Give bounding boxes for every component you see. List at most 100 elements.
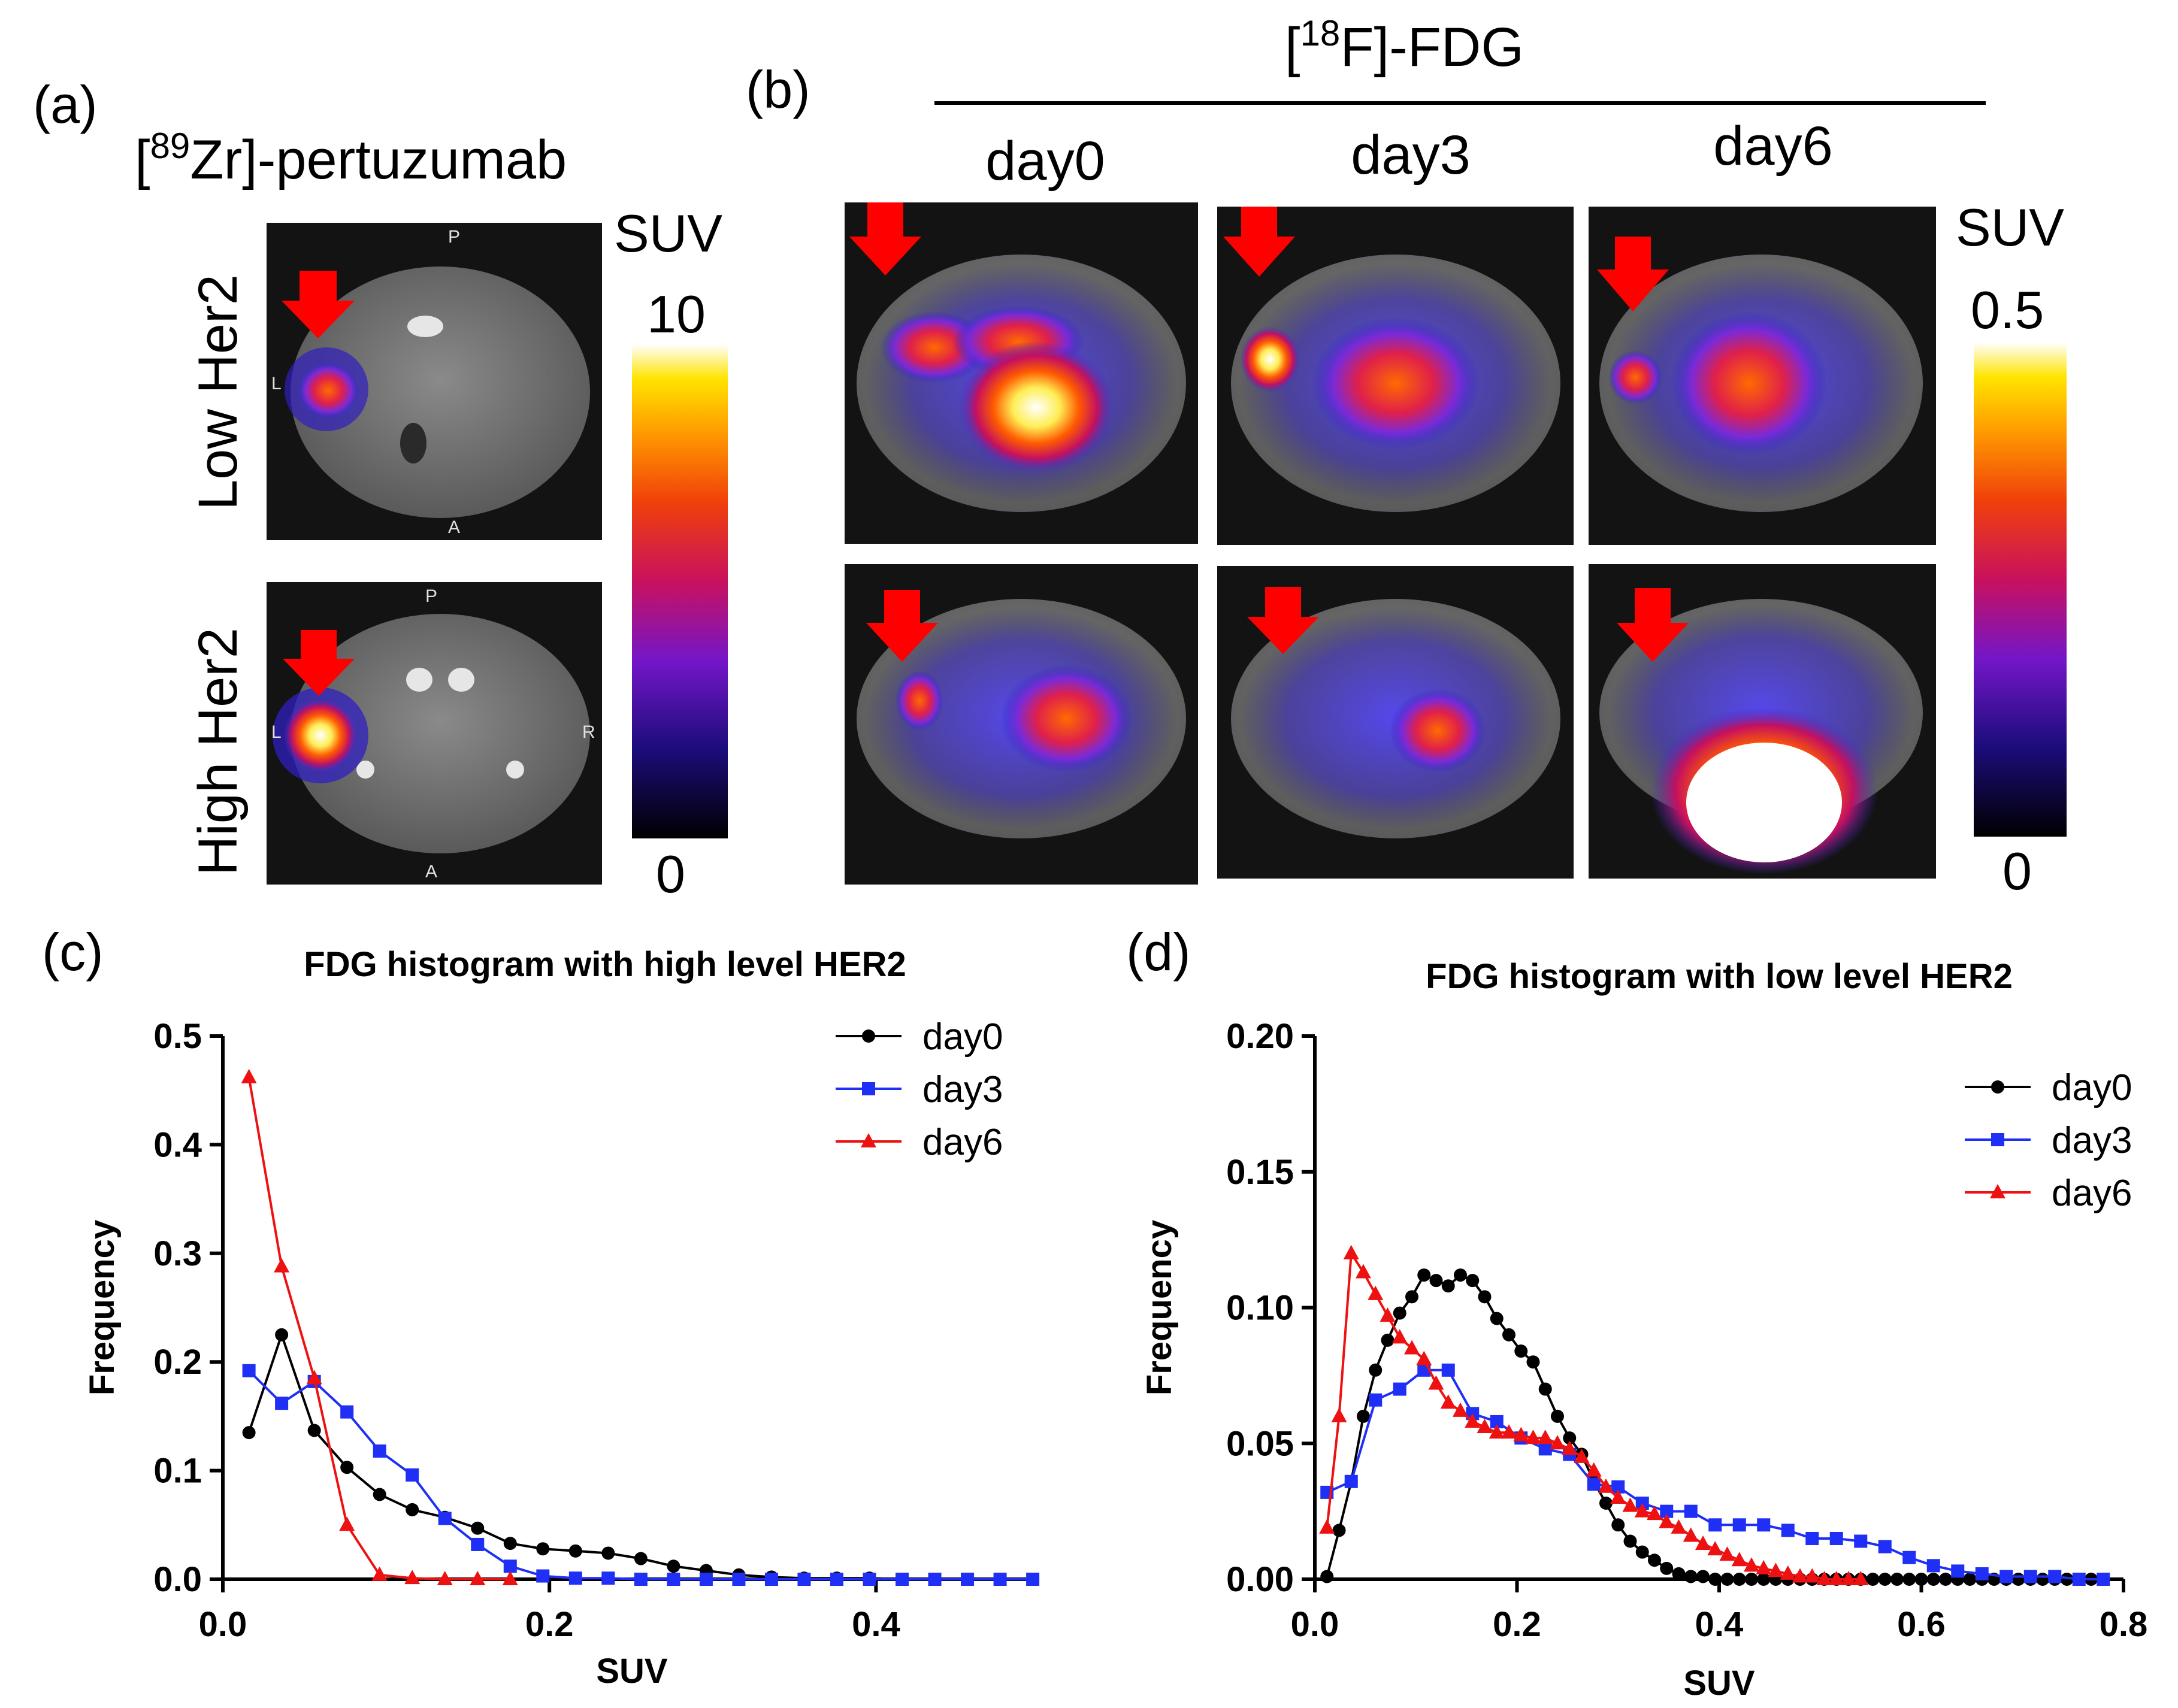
legend-entry-day0: day0 <box>1965 1067 2132 1109</box>
data-point <box>1999 1570 2013 1583</box>
data-point <box>340 1405 354 1419</box>
x-tick-label: 0.6 <box>1897 1605 1946 1644</box>
data-point <box>1841 1571 1856 1585</box>
row-label-low-her2: Low Her2 <box>187 274 249 510</box>
chart-title: FDG histogram with high level HER2 <box>304 945 906 984</box>
data-point <box>2023 1570 2037 1583</box>
data-point <box>1828 1571 1844 1585</box>
data-point <box>1890 1573 1904 1586</box>
data-point <box>667 1559 680 1573</box>
data-point <box>274 1258 290 1273</box>
legend-marker <box>862 1082 875 1095</box>
series-line-day0 <box>1326 1273 2104 1580</box>
data-point <box>1756 1559 1772 1574</box>
y-tick-label: 0.15 <box>1226 1153 1294 1192</box>
legend-entry-day0: day0 <box>836 1016 1003 1058</box>
y-axis-label: Frequency <box>83 1220 122 1395</box>
data-point <box>406 1468 419 1482</box>
arrow-icon <box>849 202 921 275</box>
y-tick-label: 0.3 <box>153 1234 202 1273</box>
data-point <box>1914 1573 1928 1586</box>
data-point <box>339 1516 355 1531</box>
data-point <box>1551 1409 1564 1423</box>
x-tick-label: 0.2 <box>1493 1605 1541 1644</box>
data-point <box>634 1552 648 1565</box>
data-point <box>1441 1363 1455 1377</box>
chart-low-her2: FDG histogram with low level HER2 0.00 0.0… <box>1140 957 2147 1703</box>
legend-marker <box>1991 1133 2004 1146</box>
chart-title: FDG histogram with low level HER2 <box>1426 957 2013 996</box>
data-point <box>404 1570 421 1585</box>
data-point <box>1623 1534 1637 1548</box>
orientation-a: A <box>448 517 460 537</box>
data-point <box>1344 1474 1358 1488</box>
data-point <box>1732 1573 1746 1586</box>
data-point <box>1490 1312 1504 1325</box>
data-point <box>1501 1424 1517 1439</box>
column-label-day0: day0 <box>985 131 1105 192</box>
data-point <box>1611 1480 1625 1494</box>
panel-b: (b) [18F]-FDG day0 day3 day6 <box>746 13 2067 901</box>
y-tick-label: 0.0 <box>153 1560 202 1599</box>
data-point <box>1731 1552 1747 1567</box>
data-point <box>502 1571 518 1585</box>
data-point <box>1622 1497 1638 1512</box>
orientation-r: R <box>582 722 595 742</box>
data-point <box>1647 1506 1662 1521</box>
pet-image-b-day6-low <box>1589 207 1936 545</box>
data-point <box>1563 1431 1577 1445</box>
legend-marker <box>1991 1080 2004 1094</box>
data-point <box>1538 1382 1552 1396</box>
series-day3 <box>1320 1363 2110 1586</box>
data-point <box>1477 1419 1493 1434</box>
data-point <box>1599 1497 1613 1510</box>
data-point <box>1478 1290 1492 1304</box>
data-point <box>1417 1268 1431 1282</box>
colorbar-a-title: SUV <box>614 204 722 263</box>
data-point <box>1453 1402 1468 1417</box>
data-point <box>1732 1518 1746 1532</box>
data-point <box>1513 1427 1529 1441</box>
data-point <box>275 1397 289 1410</box>
data-point <box>2097 1573 2110 1586</box>
data-point <box>1343 1244 1359 1259</box>
y-tick-label: 0.5 <box>153 1017 202 1056</box>
legend-label: day3 <box>2052 1120 2132 1161</box>
data-point <box>242 1426 256 1440</box>
data-point <box>732 1573 746 1586</box>
data-point <box>1331 1407 1347 1422</box>
data-point <box>1550 1435 1565 1450</box>
data-point <box>1975 1567 1989 1580</box>
data-point <box>1866 1573 1880 1586</box>
data-point <box>1319 1519 1335 1534</box>
data-point <box>1381 1333 1394 1347</box>
colorbar-a: SUV 10 0 <box>614 204 728 904</box>
row-label-high-her2: High Her2 <box>187 628 249 876</box>
data-point <box>1393 1382 1406 1396</box>
data-point <box>1902 1573 1916 1586</box>
data-point <box>470 1571 486 1585</box>
data-point <box>1878 1540 1892 1553</box>
series-day3 <box>242 1364 1040 1586</box>
data-point <box>1332 1524 1346 1537</box>
x-tick-label: 0.4 <box>852 1605 900 1644</box>
series-day6 <box>1319 1244 1869 1585</box>
data-point <box>1393 1306 1406 1320</box>
data-point <box>830 1573 843 1586</box>
data-point <box>1708 1518 1722 1532</box>
legend-entry-day6: day6 <box>836 1122 1003 1163</box>
data-point <box>1781 1524 1795 1537</box>
data-point <box>406 1503 419 1516</box>
y-tick-label: 0.2 <box>153 1343 202 1382</box>
data-point <box>797 1573 811 1586</box>
series-day6 <box>241 1068 518 1585</box>
legend-entry-day3: day3 <box>1965 1120 2132 1161</box>
column-label-day3: day3 <box>1351 125 1471 186</box>
data-point <box>1490 1415 1504 1428</box>
data-point <box>1816 1571 1832 1585</box>
colorbar-a-min: 0 <box>656 844 685 904</box>
data-point <box>1610 1489 1626 1504</box>
pet-image-b-day3-high <box>1217 566 1574 879</box>
x-tick-label: 0.0 <box>1291 1605 1339 1644</box>
